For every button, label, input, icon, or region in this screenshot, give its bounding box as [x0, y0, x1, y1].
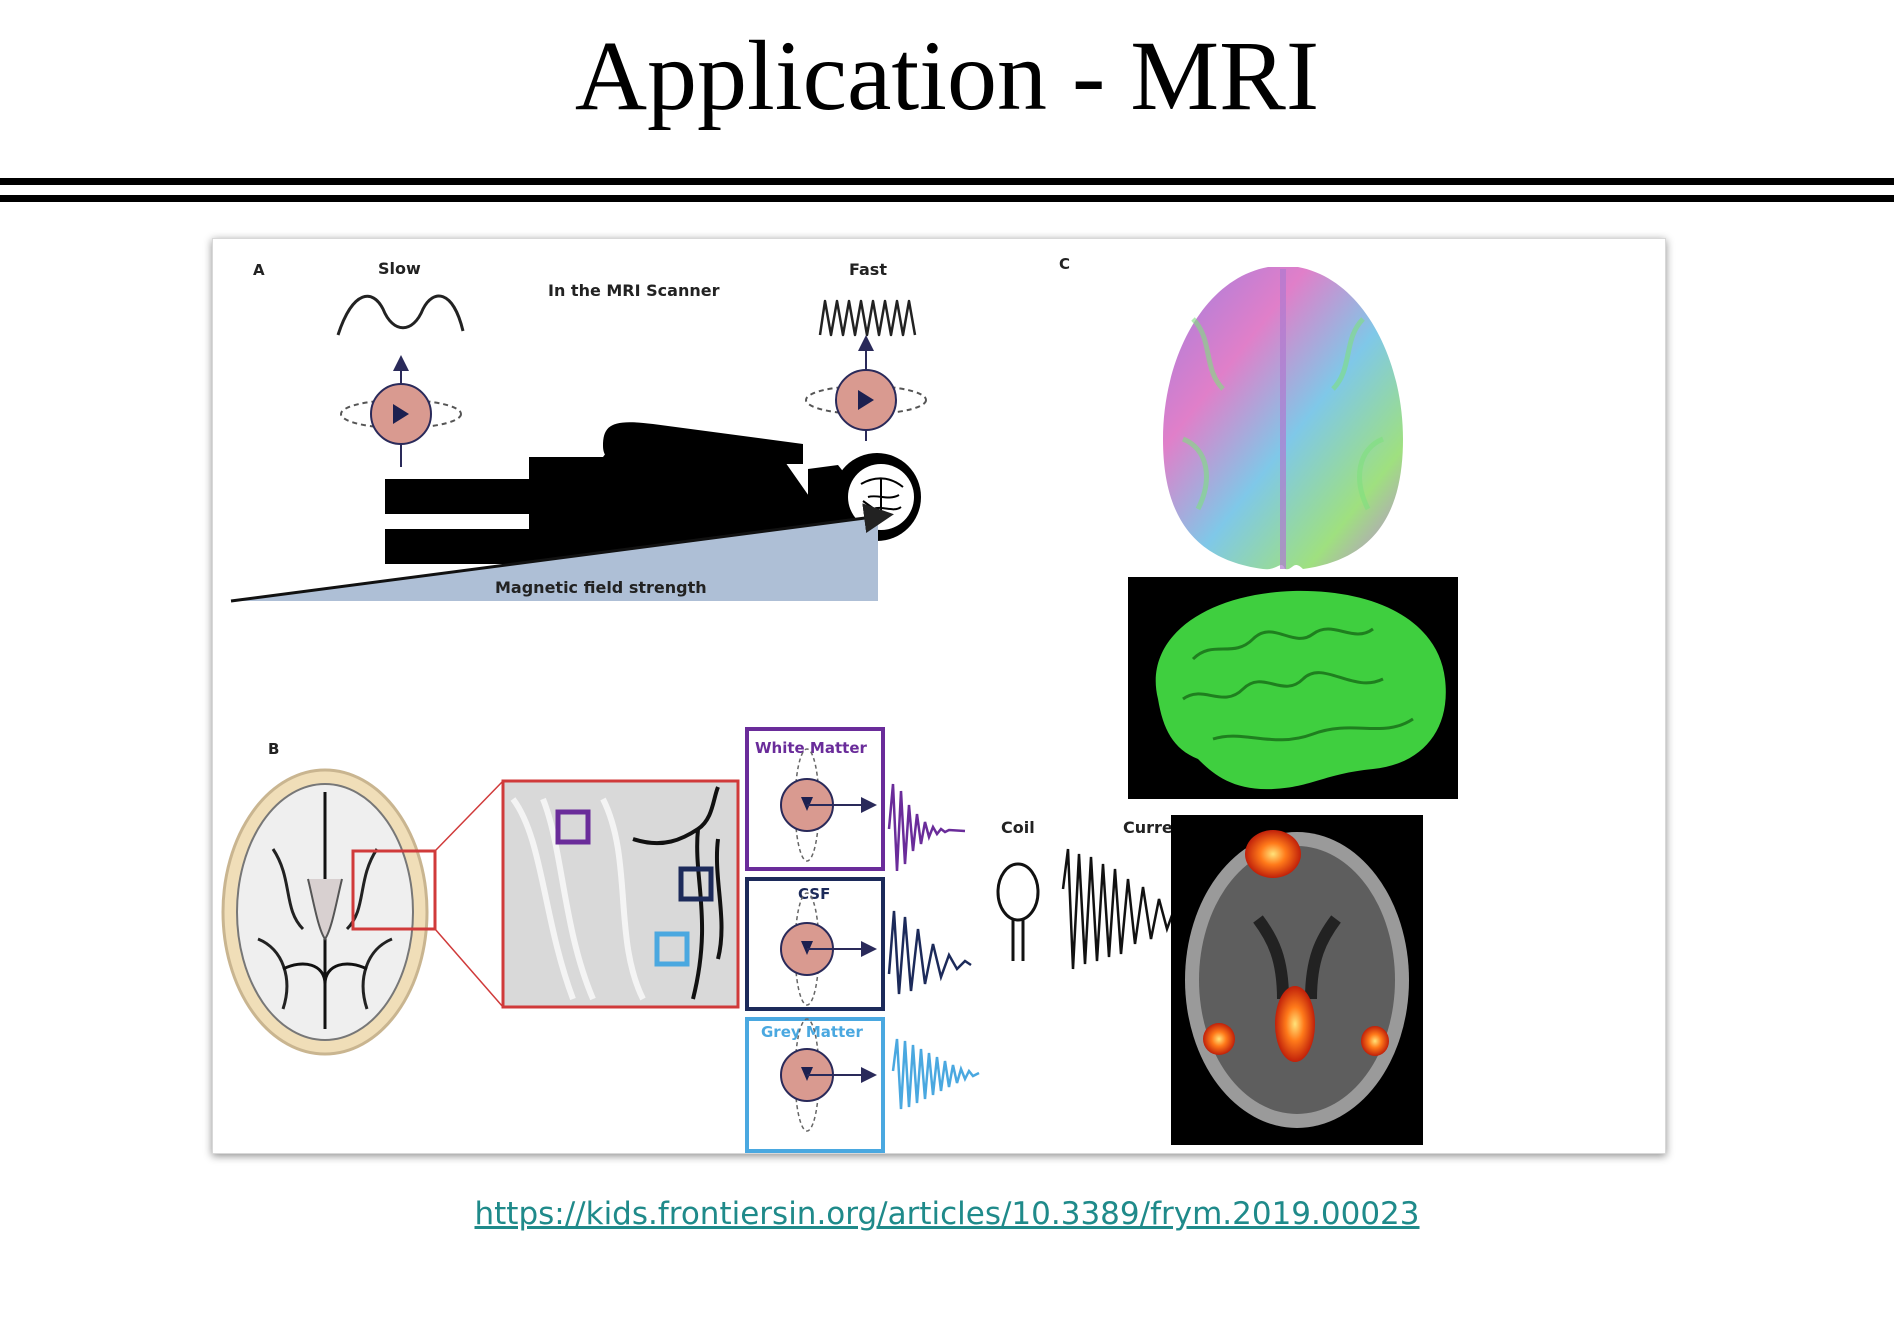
slide-title: Application - MRI — [574, 20, 1320, 131]
title-rule-bottom — [0, 195, 1894, 202]
fmri-axial-image — [1171, 815, 1423, 1145]
csf-marker — [678, 866, 714, 902]
zoom-source-box — [351, 849, 437, 931]
csf-signal — [887, 910, 972, 995]
brain-slice-drawing — [221, 768, 429, 1056]
panel-b-label: B — [268, 740, 279, 758]
grey-matter-signal — [891, 1038, 980, 1110]
panel-c-label: C — [1059, 255, 1070, 273]
cortical-surface-image — [1128, 577, 1458, 799]
slow-spin-icon — [340, 355, 462, 467]
slow-label: Slow — [378, 259, 421, 278]
mri-figure: A Slow In the MRI Scanner Fast — [212, 238, 1666, 1154]
zoomed-tissue — [501, 779, 740, 1009]
white-matter-signal — [887, 783, 966, 872]
field-arrow — [230, 503, 894, 603]
white-matter-box: White Matter — [745, 727, 885, 871]
coil-icon — [996, 862, 1040, 961]
white-matter-marker — [555, 809, 591, 845]
grey-matter-marker — [654, 931, 690, 967]
coil-label: Coil — [1001, 818, 1035, 837]
grey-matter-label: Grey Matter — [761, 1023, 863, 1041]
grey-matter-box: Grey Matter — [745, 1017, 885, 1153]
fast-label: Fast — [849, 260, 887, 279]
title-rule-top — [0, 178, 1894, 185]
white-matter-label: White Matter — [755, 739, 867, 757]
panel-a-label: A — [253, 261, 265, 279]
fast-spin-icon — [805, 335, 927, 441]
source-link[interactable]: https://kids.frontiersin.org/articles/10… — [474, 1196, 1420, 1232]
fast-wave — [818, 299, 917, 337]
csf-label: CSF — [798, 885, 830, 903]
scanner-label: In the MRI Scanner — [548, 281, 720, 300]
slow-wave — [336, 294, 465, 336]
field-label: Magnetic field strength — [495, 578, 707, 597]
dti-brain-image — [1163, 267, 1403, 570]
csf-box: CSF — [745, 877, 885, 1011]
